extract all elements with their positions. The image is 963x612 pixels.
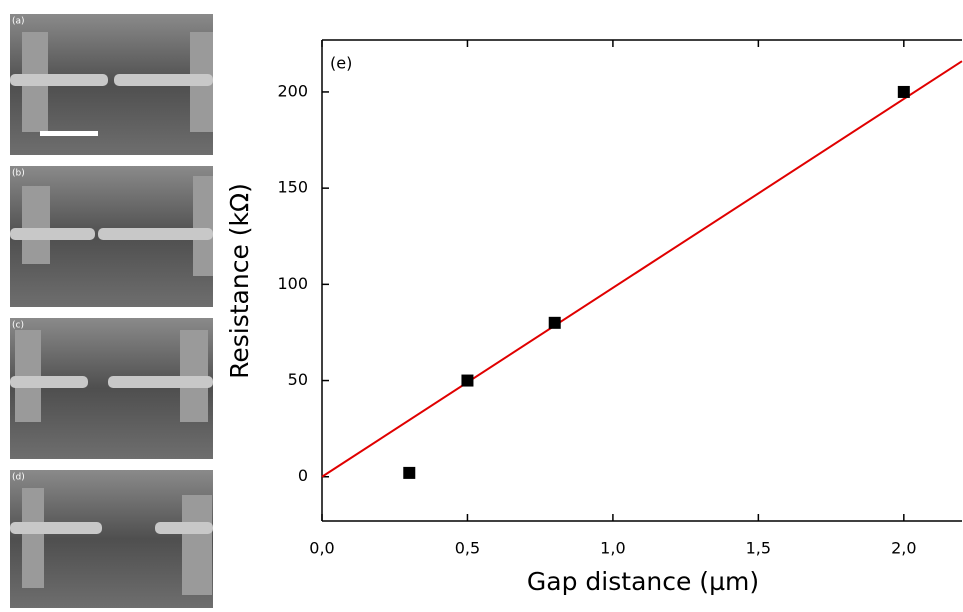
y-tick-label: 200 bbox=[277, 81, 308, 100]
fit-line bbox=[321, 60, 963, 478]
sem-panel: (d) bbox=[10, 470, 213, 608]
x-tick-label: 0,0 bbox=[309, 539, 334, 558]
data-point bbox=[548, 316, 561, 329]
data-point bbox=[897, 85, 910, 98]
data-point bbox=[403, 466, 416, 479]
y-tick-label: 50 bbox=[288, 370, 308, 389]
y-axis-title: Resistance (kΩ) bbox=[225, 183, 254, 379]
x-tick-label: 0,5 bbox=[455, 539, 480, 558]
panel-label: (d) bbox=[12, 473, 25, 483]
y-tick-label: 150 bbox=[277, 178, 308, 197]
x-tick-label: 2,0 bbox=[891, 539, 916, 558]
sem-panel: (a) bbox=[10, 14, 213, 155]
panel-label: (a) bbox=[12, 17, 25, 27]
y-tick-label: 0 bbox=[298, 466, 308, 485]
sem-panel: (b) bbox=[10, 166, 213, 307]
panel-annotation: (e) bbox=[330, 54, 352, 73]
panel-label: (c) bbox=[12, 321, 24, 331]
sem-panel: (c) bbox=[10, 318, 213, 459]
data-point bbox=[461, 374, 474, 387]
y-tick-label: 100 bbox=[277, 274, 308, 293]
x-tick-label: 1,0 bbox=[600, 539, 625, 558]
x-tick-label: 1,5 bbox=[746, 539, 771, 558]
x-axis-title: Gap distance (µm) bbox=[527, 567, 759, 596]
panel-label: (b) bbox=[12, 169, 25, 179]
